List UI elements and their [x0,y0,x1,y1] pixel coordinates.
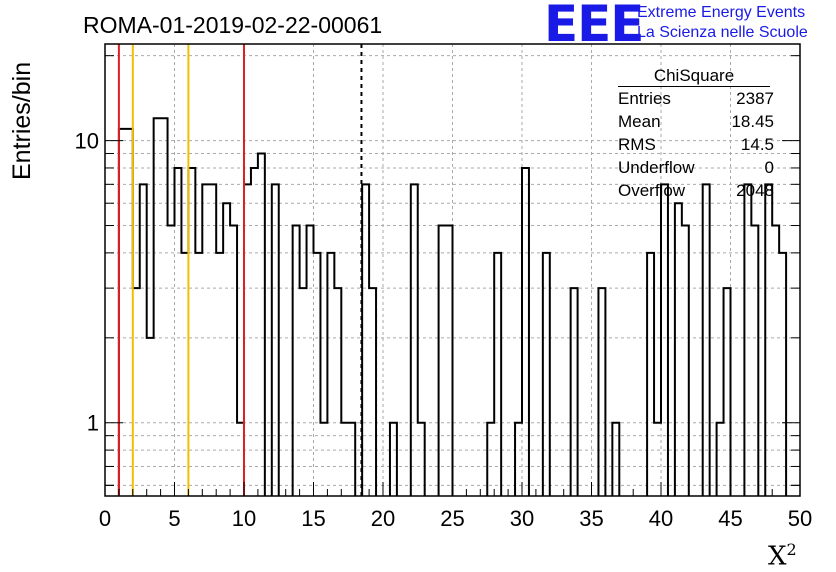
logo-caption: Extreme Energy Events La Scienza nelle S… [637,3,808,43]
x-tick-label: 40 [649,506,673,531]
x-tick-label: 35 [579,506,603,531]
stats-value: 14.5 [740,135,774,154]
stats-box: ChiSquare Entries 2387 Mean 18.45 RMS 14.5 … [610,66,778,202]
logo-caption-line2: La Scienza nelle Scuole [637,24,808,41]
x-tick-label: 25 [440,506,464,531]
x-tick-label: 10 [232,506,256,531]
y-axis-label: Entries/bin [8,61,36,180]
stats-row: RMS 14.5 [610,133,778,156]
stats-label: RMS [618,135,656,154]
logo-caption-line1: Extreme Energy Events [637,4,806,21]
stats-row: Mean 18.45 [610,110,778,133]
stats-value: 18.45 [731,112,774,131]
x-tick-label: 20 [371,506,395,531]
stats-value: 2048 [736,181,774,200]
x-tick-label: 5 [168,506,180,531]
chart-title: ROMA-01-2019-02-22-00061 [83,12,383,38]
stats-label: Mean [618,112,661,131]
x-axis-label: X2 [768,540,797,572]
histogram-line [117,117,788,496]
stats-title: ChiSquare [618,66,770,87]
x-tick-label: 0 [99,506,111,531]
x-tick-label: 45 [718,506,742,531]
y-tick-label: 10 [75,129,99,154]
stats-label: Entries [618,89,671,108]
x-axis-label-main: X [768,541,787,572]
x-tick-label: 15 [301,506,325,531]
y-tick-label: 1 [87,411,99,436]
stats-row: Underflow 0 [610,156,778,179]
stats-row: Entries 2387 [610,87,778,110]
stats-row: Overflow 2048 [610,179,778,202]
stats-label: Underflow [618,158,695,177]
eee-logo: EEE [544,0,644,53]
stats-value: 2387 [736,89,774,108]
stats-value: 0 [764,158,774,177]
x-tick-label: 50 [788,506,812,531]
x-axis-label-sup: 2 [786,540,797,559]
x-tick-label: 30 [510,506,534,531]
stats-label: Overflow [618,181,686,200]
